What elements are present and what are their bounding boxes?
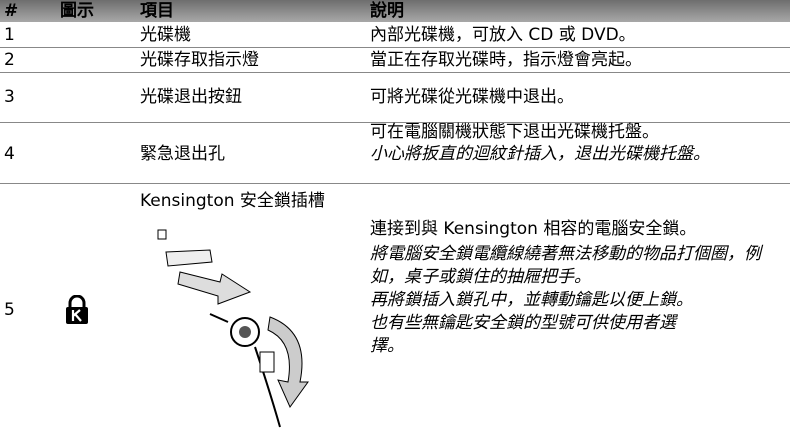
lock-illustration xyxy=(157,229,309,428)
row-note: 將電腦安全鎖電纜線繞著無法移動的物品打個圈，例如，桌子或鎖住的抽屜把手。 xyxy=(370,244,761,287)
table-row: 2 光碟存取指示燈 當正在存取光碟時，指示燈會亮起。 xyxy=(0,48,790,73)
row-note: 小心將扳直的迴紋針插入，退出光碟機托盤。 xyxy=(370,144,710,164)
table-row: 3 光碟退出按鈕 可將光碟從光碟機中退出。 xyxy=(0,73,790,123)
illustration-shape xyxy=(259,351,275,373)
header-cell: 說明 xyxy=(370,1,404,21)
table-row: 1 光碟機 內部光碟機，可放入 CD 或 DVD。 xyxy=(0,22,790,48)
illustration-shape xyxy=(165,249,213,267)
illustration-shape xyxy=(209,313,281,428)
row-item: 光碟退出按鈕 xyxy=(140,87,242,107)
row-number: 4 xyxy=(4,144,15,164)
row-number: 5 xyxy=(4,300,15,320)
row-item: 緊急退出孔 xyxy=(140,144,225,164)
row-item: 光碟機 xyxy=(140,25,191,45)
illustration-shape xyxy=(267,316,309,408)
header-cell: 圖示 xyxy=(60,1,94,21)
row-description-block: 連接到與 Kensington 相容的電腦安全鎖。 將電腦安全鎖電纜線繞著無法移… xyxy=(370,218,790,358)
row-description-block: 可在電腦關機狀態下退出光碟機托盤。 小心將扳直的迴紋針插入，退出光碟機托盤。 xyxy=(370,121,760,165)
icon-shape xyxy=(71,309,82,322)
table-row: 4 緊急退出孔 可在電腦關機狀態下退出光碟機托盤。 小心將扳直的迴紋針插入，退出… xyxy=(0,121,790,184)
illustration-shape xyxy=(157,229,167,240)
row-description: 可在電腦關機狀態下退出光碟機托盤。 xyxy=(370,122,659,142)
row-description: 當正在存取光碟時，指示燈會亮起。 xyxy=(370,50,642,70)
table-row: 5 Kensington 安全鎖插槽 連接到與 Kensington 相容的電腦… xyxy=(0,184,790,433)
row-number: 1 xyxy=(4,25,15,45)
header-cell: 項目 xyxy=(140,1,174,21)
icon-shape xyxy=(68,295,86,307)
illustration-shape xyxy=(239,326,251,338)
row-note: 也有些無鑰匙安全鎖的型號可供使用者選擇。 xyxy=(370,313,676,356)
row-description: 可將光碟從光碟機中退出。 xyxy=(370,87,574,107)
illustration-shape xyxy=(177,271,252,305)
lock-icon xyxy=(66,295,88,324)
row-item: Kensington 安全鎖插槽 xyxy=(140,191,325,211)
row-description: 內部光碟機，可放入 CD 或 DVD。 xyxy=(370,25,636,45)
row-description: 連接到與 Kensington 相容的電腦安全鎖。 xyxy=(370,219,697,239)
table-header: # 圖示 項目 說明 xyxy=(0,0,790,22)
header-cell: # xyxy=(4,1,19,21)
row-number: 2 xyxy=(4,50,15,70)
row-item: 光碟存取指示燈 xyxy=(140,50,259,70)
row-note: 再將鎖插入鎖孔中，並轉動鑰匙以便上鎖。 xyxy=(370,290,693,310)
row-number: 3 xyxy=(4,87,15,107)
